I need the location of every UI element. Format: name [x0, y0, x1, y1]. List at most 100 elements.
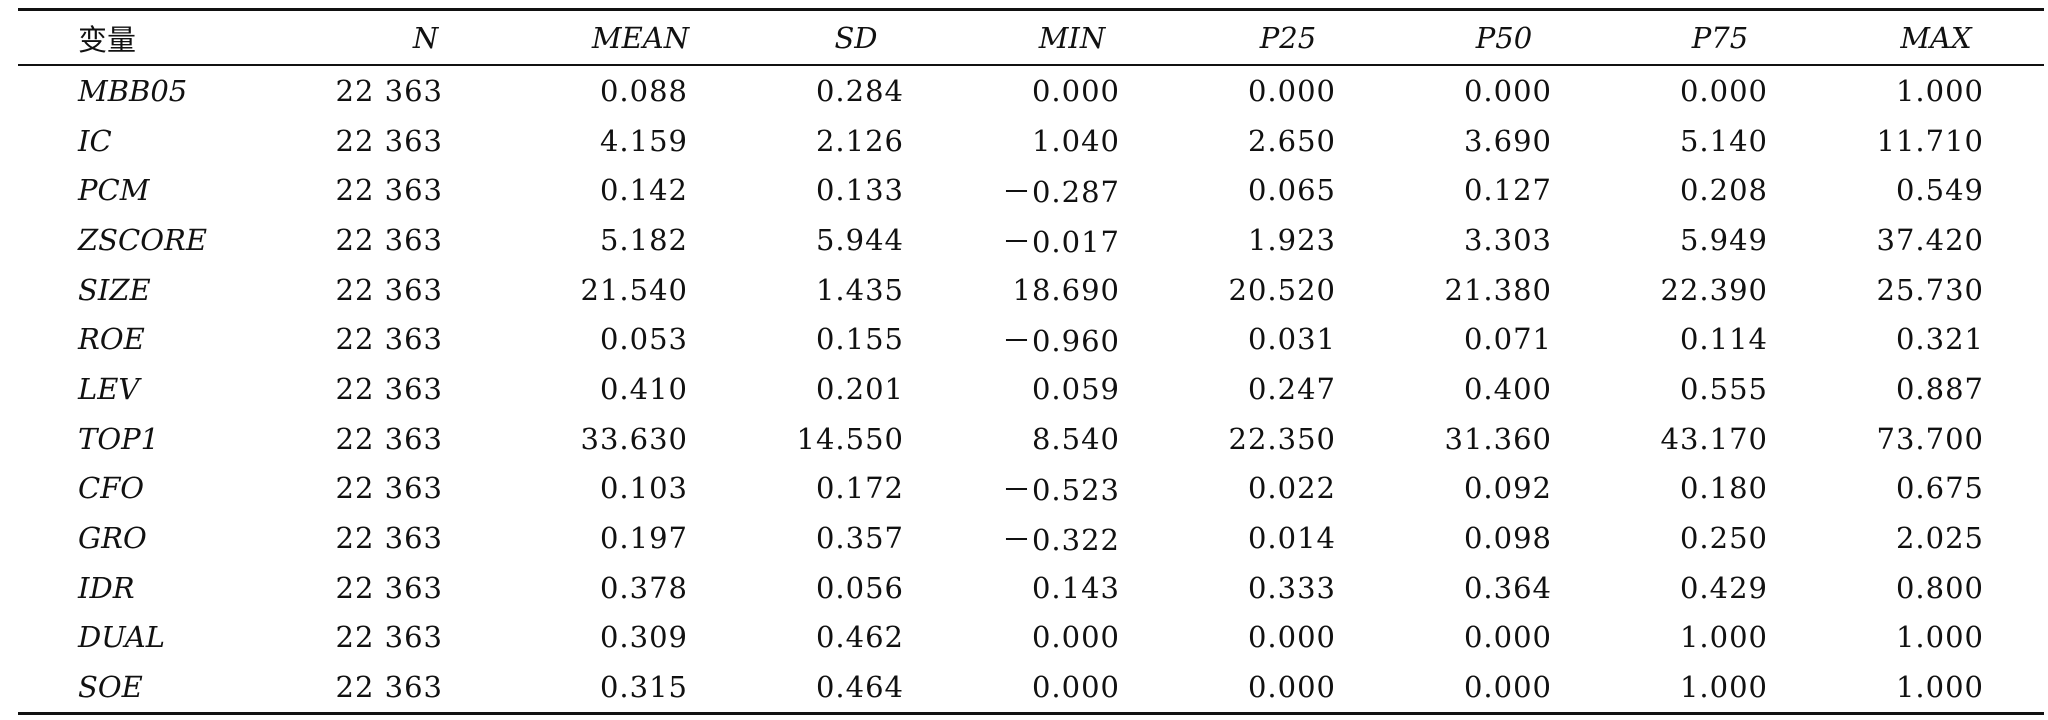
cell-variable: SIZE	[78, 272, 151, 307]
cell-min: 1.040	[1031, 123, 1120, 158]
cell-n: 22 363	[335, 620, 443, 655]
cell-p75: 0.114	[1679, 322, 1768, 357]
cell-variable: DUAL	[78, 620, 165, 655]
cell-p75: 0.000	[1679, 73, 1768, 108]
cell-sd: 2.126	[815, 123, 904, 158]
cell-min: 18.690	[1012, 272, 1120, 307]
header-min: MIN	[1038, 20, 1106, 55]
cell-min: －0.322	[1001, 523, 1120, 558]
cell-p50: 0.000	[1463, 73, 1552, 108]
cell-variable: SOE	[78, 670, 143, 705]
cell-p50: 0.127	[1463, 173, 1552, 208]
cell-sd: 5.944	[815, 222, 904, 257]
cell-n: 22 363	[335, 123, 443, 158]
table-row: PCM 22 363 0.142 0.133 －0.287 0.065 0.127 0.208…	[18, 165, 2044, 215]
table-row: LEV 22 363 0.410 0.201 0.059 0.247 0.400 0.555 0…	[18, 364, 2044, 414]
cell-max: 25.730	[1876, 272, 1984, 307]
cell-p75: 1.000	[1679, 670, 1768, 705]
header-p50: P50	[1475, 20, 1533, 55]
cell-max: 2.025	[1895, 521, 1984, 556]
cell-p50: 0.000	[1463, 620, 1552, 655]
table-row: IC 22 363 4.159 2.126 1.040 2.650 3.690 5.140 11…	[18, 116, 2044, 166]
cell-variable: IDR	[78, 570, 135, 605]
cell-p50: 0.092	[1463, 471, 1552, 506]
cell-variable: MBB05	[78, 73, 188, 108]
cell-p75: 0.250	[1679, 521, 1768, 556]
cell-mean: 0.309	[599, 620, 688, 655]
cell-max: 0.800	[1895, 570, 1984, 605]
cell-min: －0.960	[1001, 324, 1120, 359]
cell-p75: 1.000	[1679, 620, 1768, 655]
cell-max: 73.700	[1876, 421, 1984, 456]
cell-max: 0.321	[1895, 322, 1984, 357]
cell-p75: 5.949	[1679, 222, 1768, 257]
cell-p25: 0.014	[1247, 521, 1336, 556]
cell-variable: GRO	[78, 521, 147, 556]
cell-sd: 0.172	[815, 471, 904, 506]
cell-sd: 0.464	[815, 670, 904, 705]
table-row: GRO 22 363 0.197 0.357 －0.322 0.014 0.098 0.250…	[18, 513, 2044, 563]
cell-min: 0.000	[1031, 620, 1120, 655]
table-row: SOE 22 363 0.315 0.464 0.000 0.000 0.000 1.000 1…	[18, 662, 2044, 714]
cell-n: 22 363	[335, 322, 443, 357]
table-row: IDR 22 363 0.378 0.056 0.143 0.333 0.364 0.429 0…	[18, 563, 2044, 613]
table-row: ROE 22 363 0.053 0.155 －0.960 0.031 0.071 0.114…	[18, 314, 2044, 364]
cell-mean: 5.182	[599, 222, 688, 257]
cell-n: 22 363	[335, 371, 443, 406]
cell-sd: 0.462	[815, 620, 904, 655]
cell-p25: 0.065	[1247, 173, 1336, 208]
cell-mean: 0.378	[599, 570, 688, 605]
cell-mean: 4.159	[599, 123, 688, 158]
header-max: MAX	[1900, 20, 1972, 55]
cell-sd: 1.435	[815, 272, 904, 307]
cell-max: 1.000	[1895, 620, 1984, 655]
cell-n: 22 363	[335, 73, 443, 108]
header-variable: 变量	[78, 22, 137, 57]
cell-max: 0.549	[1895, 173, 1984, 208]
cell-p25: 0.333	[1247, 570, 1336, 605]
cell-p75: 0.429	[1679, 570, 1768, 605]
cell-p75: 5.140	[1679, 123, 1768, 158]
cell-n: 22 363	[335, 222, 443, 257]
cell-min: 0.059	[1031, 371, 1120, 406]
cell-sd: 0.357	[815, 521, 904, 556]
cell-p25: 0.022	[1247, 471, 1336, 506]
cell-mean: 0.315	[599, 670, 688, 705]
cell-n: 22 363	[335, 471, 443, 506]
cell-p25: 0.000	[1247, 73, 1336, 108]
cell-p75: 0.555	[1679, 371, 1768, 406]
table-row: ZSCORE 22 363 5.182 5.944 －0.017 1.923 3.303 5.…	[18, 215, 2044, 265]
cell-max: 0.675	[1895, 471, 1984, 506]
header-mean: MEAN	[591, 20, 690, 55]
cell-mean: 21.540	[580, 272, 688, 307]
cell-n: 22 363	[335, 272, 443, 307]
cell-variable: CFO	[78, 471, 145, 506]
cell-n: 22 363	[335, 570, 443, 605]
cell-variable: PCM	[78, 173, 150, 208]
cell-p25: 0.031	[1247, 322, 1336, 357]
cell-p25: 20.520	[1228, 272, 1336, 307]
cell-p50: 3.303	[1463, 222, 1552, 257]
table-row: DUAL 22 363 0.309 0.462 0.000 0.000 0.000 1.000…	[18, 613, 2044, 663]
cell-p25: 22.350	[1228, 421, 1336, 456]
cell-p50: 0.098	[1463, 521, 1552, 556]
cell-max: 0.887	[1895, 371, 1984, 406]
cell-sd: 0.133	[815, 173, 904, 208]
table-header: 变量 N MEAN SD MIN P25 P50 P75 MAX	[18, 9, 2044, 65]
cell-n: 22 363	[335, 670, 443, 705]
cell-min: 8.540	[1031, 421, 1120, 456]
cell-min: －0.017	[1001, 224, 1120, 259]
cell-p25: 0.000	[1247, 670, 1336, 705]
cell-max: 1.000	[1895, 670, 1984, 705]
cell-p50: 0.400	[1463, 371, 1552, 406]
cell-n: 22 363	[335, 521, 443, 556]
cell-mean: 0.103	[599, 471, 688, 506]
cell-mean: 33.630	[580, 421, 688, 456]
cell-max: 1.000	[1895, 73, 1984, 108]
cell-p75: 0.208	[1679, 173, 1768, 208]
cell-sd: 14.550	[796, 421, 904, 456]
cell-p75: 22.390	[1660, 272, 1768, 307]
cell-p25: 0.247	[1247, 371, 1336, 406]
cell-p50: 3.690	[1463, 123, 1552, 158]
table-row: CFO 22 363 0.103 0.172 －0.523 0.022 0.092 0.180…	[18, 464, 2044, 514]
